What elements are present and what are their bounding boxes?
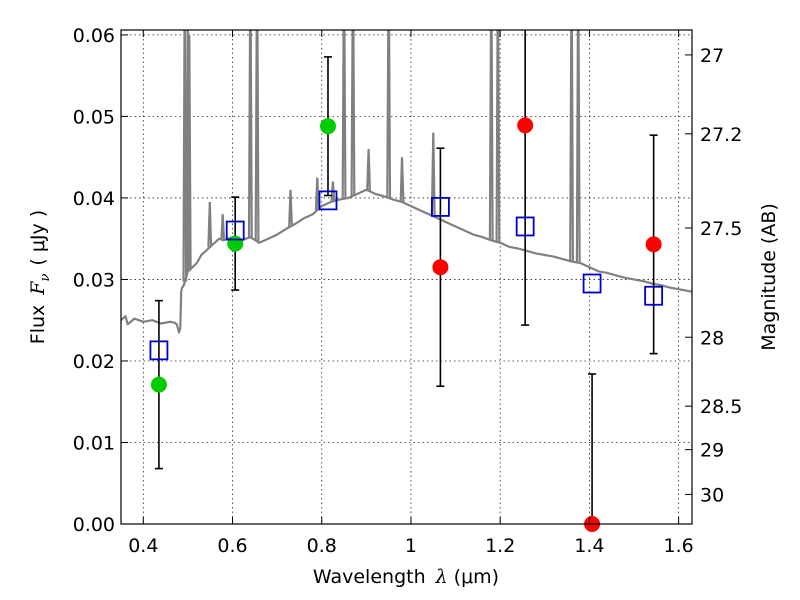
emission-line-spike	[186, 34, 192, 271]
y-tick-label: 0.05	[73, 106, 115, 128]
y-tick-label: 0.01	[73, 432, 115, 454]
emission-line-spike	[314, 177, 320, 211]
y2-tick-label: 27	[700, 45, 724, 67]
y-tick-label: 0.00	[73, 514, 115, 536]
y2-tick-label: 27.5	[700, 218, 742, 240]
emission-line-spike	[569, 30, 574, 262]
emission-line-spike	[207, 201, 213, 248]
emission-line-spike	[575, 30, 581, 263]
y-tick-label: 0.06	[73, 25, 115, 47]
x-tick-label: 0.4	[128, 535, 158, 557]
x-tick-label: 0.8	[307, 535, 337, 557]
detected-point	[150, 376, 167, 393]
low-sn-point	[432, 259, 449, 276]
model-photometry-square	[149, 340, 169, 361]
x-tick-label: 1.2	[485, 535, 515, 557]
detected-point	[227, 235, 244, 252]
emission-line-spike	[488, 30, 494, 241]
axis-ticks: 0.4 0.6 0.8 1 1.2 1.4 1.6 0.00 0.01 0.02 0.03 0.04 0…	[73, 25, 743, 557]
plot-area	[121, 30, 692, 334]
y2-axis-label: Magnitude (AB)	[758, 203, 780, 351]
y2-tick-label: 27.2	[700, 124, 742, 146]
emission-line-spike	[254, 30, 260, 242]
x-tick-label: 1	[405, 535, 417, 557]
model-photometry-square	[515, 216, 535, 237]
x-axis-label: Wavelength λ (μm)	[313, 566, 499, 588]
model-spectrum-line	[121, 188, 692, 334]
y2-tick-label: 28.5	[700, 396, 742, 418]
emission-line-spike	[386, 30, 392, 198]
emission-line-spike	[430, 132, 436, 217]
y-tick-label: 0.03	[73, 269, 115, 291]
emission-line-spike	[182, 30, 188, 282]
model-photometry-square	[431, 196, 450, 217]
model-photometry-square	[644, 285, 664, 306]
grid	[121, 30, 692, 525]
low-sn-point	[517, 117, 534, 134]
y-tick-label: 0.02	[73, 351, 115, 373]
x-tick-label: 1.6	[664, 535, 694, 557]
model-photometry-square	[225, 220, 245, 241]
emission-line-spike	[220, 214, 226, 241]
plot-frame	[120, 29, 693, 525]
model-photometry-square	[318, 190, 338, 211]
y2-tick-label: 29	[700, 440, 724, 462]
model-photometry-square	[582, 273, 602, 294]
data-markers	[149, 117, 664, 532]
x-tick-label: 0.6	[217, 535, 247, 557]
emission-line-spike	[247, 30, 253, 238]
error-bars	[154, 30, 658, 524]
emission-line-spike	[366, 148, 371, 191]
y2-tick-label: 28	[700, 327, 724, 349]
emission-line-spike	[288, 189, 293, 227]
y-tick-label: 0.04	[73, 188, 115, 210]
low-sn-point	[645, 236, 662, 253]
emission-line-spike	[341, 30, 347, 199]
detected-point	[319, 118, 336, 135]
y-axis-label: FluxFν( μJy )	[27, 210, 53, 344]
emission-line-spike	[350, 30, 356, 196]
x-tick-label: 1.4	[574, 535, 604, 557]
emission-line-spike	[330, 181, 336, 202]
emission-line-spike	[495, 30, 501, 243]
y2-tick-label: 30	[700, 484, 724, 506]
emission-line-spike	[399, 157, 405, 203]
